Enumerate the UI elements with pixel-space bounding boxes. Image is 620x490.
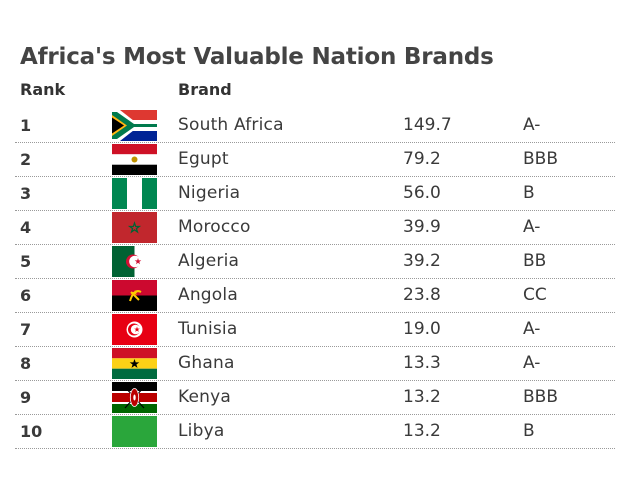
rank-column-header: Rank: [20, 80, 66, 99]
table-row: 9 Kenya 13.2 BBB: [15, 381, 615, 415]
brand-value: 13.3: [403, 353, 441, 373]
country-name: Kenya: [178, 387, 232, 407]
rank-cell: 4: [20, 218, 32, 237]
morocco-flag-icon: [112, 212, 157, 243]
brand-value: 56.0: [403, 183, 441, 203]
libya-flag-icon: [112, 416, 157, 447]
table-row: 8 Ghana 13.3 A-: [15, 347, 615, 381]
country-name: Morocco: [178, 217, 251, 237]
table-row: 5 Algeria 39.2 BB: [15, 245, 615, 279]
rank-cell: 1: [20, 116, 32, 135]
brand-value: 23.8: [403, 285, 441, 305]
rank-cell: 10: [20, 422, 43, 441]
table-row: 1 South Africa 149.7 A-: [15, 109, 615, 143]
brand-rating: BBB: [523, 149, 558, 169]
table-row: 4 Morocco 39.9 A-: [15, 211, 615, 245]
brand-rating: BBB: [523, 387, 558, 407]
rank-cell: 8: [20, 354, 32, 373]
country-name: Nigeria: [178, 183, 241, 203]
ghana-flag-icon: [112, 348, 157, 379]
table-row: 10 Libya 13.2 B: [15, 415, 615, 449]
rank-cell: 9: [20, 388, 32, 407]
brand-rating: BB: [523, 251, 547, 271]
rank-cell: 7: [20, 320, 32, 339]
table-row: 3 Nigeria 56.0 B: [15, 177, 615, 211]
country-name: Egupt: [178, 149, 229, 169]
egypt-flag-icon: [112, 144, 157, 175]
brand-rating: A-: [523, 353, 541, 373]
brand-value: 39.2: [403, 251, 441, 271]
table-row: 7 Tunisia 19.0 A-: [15, 313, 615, 347]
country-name: Libya: [178, 421, 225, 441]
brand-value: 79.2: [403, 149, 441, 169]
brand-value: 13.2: [403, 421, 441, 441]
brand-value: 19.0: [403, 319, 441, 339]
brand-value: 13.2: [403, 387, 441, 407]
brand-value: 39.9: [403, 217, 441, 237]
brand-rating: A-: [523, 115, 541, 135]
brand-value: 149.7: [403, 115, 452, 135]
brand-column-header: Brand: [178, 80, 232, 99]
table-row: 6 Angola 23.8 CC: [15, 279, 615, 313]
country-name: South Africa: [178, 115, 284, 135]
country-name: Ghana: [178, 353, 235, 373]
kenya-flag-icon: [112, 382, 157, 413]
country-name: Angola: [178, 285, 238, 305]
rank-cell: 2: [20, 150, 32, 169]
country-name: Tunisia: [178, 319, 238, 339]
rank-cell: 5: [20, 252, 32, 271]
brand-rating: B: [523, 183, 535, 203]
nigeria-flag-icon: [112, 178, 157, 209]
brand-rating: A-: [523, 319, 541, 339]
brand-rating: B: [523, 421, 535, 441]
angola-flag-icon: [112, 280, 157, 311]
brand-rating: CC: [523, 285, 547, 305]
rank-cell: 6: [20, 286, 32, 305]
page-title: Africa's Most Valuable Nation Brands: [20, 44, 494, 70]
south-africa-flag-icon: [112, 110, 157, 141]
tunisia-flag-icon: [112, 314, 157, 345]
rank-cell: 3: [20, 184, 32, 203]
table-row: 2 Egupt 79.2 BBB: [15, 143, 615, 177]
algeria-flag-icon: [112, 246, 157, 277]
country-name: Algeria: [178, 251, 240, 271]
brand-rating: A-: [523, 217, 541, 237]
